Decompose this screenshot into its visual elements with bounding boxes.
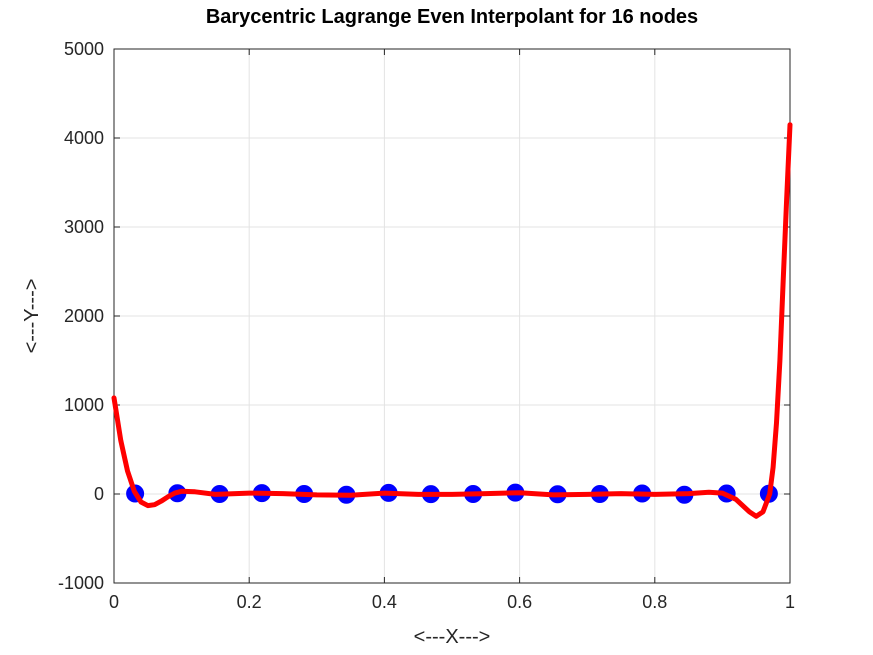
x-tick-label: 1 (785, 592, 795, 612)
y-tick-label: 2000 (64, 306, 104, 326)
x-axis-label: <---X---> (414, 626, 491, 648)
y-tick-label: 4000 (64, 128, 104, 148)
chart-title: Barycentric Lagrange Even Interpolant fo… (206, 6, 698, 28)
y-tick-label: 1000 (64, 395, 104, 415)
y-tick-label: -1000 (58, 573, 104, 593)
y-tick-label: 3000 (64, 217, 104, 237)
x-tick-label: 0 (109, 592, 119, 612)
grid (113, 48, 791, 584)
x-tick-label: 0.4 (372, 592, 397, 612)
interpolant-line (111, 122, 793, 519)
x-tick-label: 0.8 (642, 592, 667, 612)
plot-area (111, 122, 793, 519)
y-tick-label: 5000 (64, 39, 104, 59)
y-tick-label: 0 (94, 484, 104, 504)
x-tick-label: 0.2 (237, 592, 262, 612)
y-axis-label: <---Y---> (21, 279, 43, 354)
x-tick-label: 0.6 (507, 592, 532, 612)
